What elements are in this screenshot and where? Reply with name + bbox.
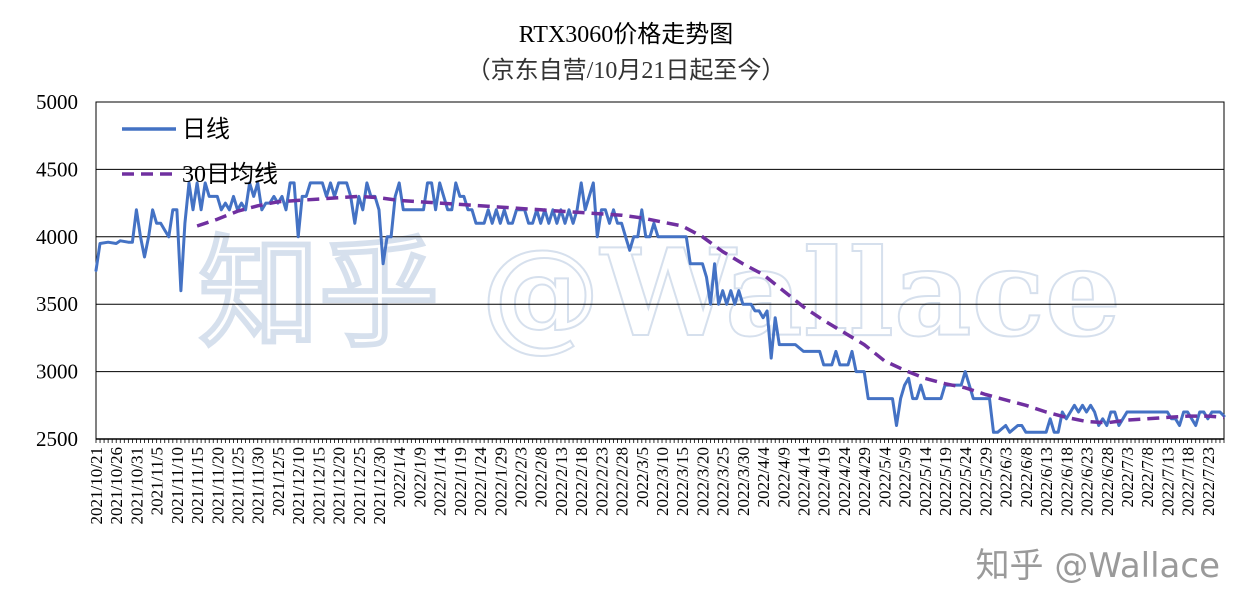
- x-tick-label: 2021/11/15: [188, 447, 207, 524]
- watermark-center: 知乎 @Wallace: [198, 222, 1122, 365]
- x-tick-label: 2021/12/15: [309, 447, 328, 524]
- x-tick-label: 2021/12/20: [330, 447, 349, 524]
- x-tick-label: 2021/11/30: [249, 447, 268, 524]
- x-tick-label: 2022/4/19: [815, 447, 834, 516]
- y-tick-label: 2500: [36, 427, 78, 451]
- x-tick-label: 2022/7/8: [1138, 447, 1157, 507]
- x-tick-label: 2022/6/18: [1057, 447, 1076, 516]
- x-tick-label: 2021/11/5: [148, 447, 167, 515]
- x-tick-label: 2022/1/14: [431, 447, 450, 516]
- y-tick-label: 4500: [36, 157, 78, 181]
- y-tick-label: 4000: [36, 225, 78, 249]
- x-tick-label: 2022/7/13: [1158, 447, 1177, 516]
- x-tick-label: 2022/6/3: [997, 447, 1016, 507]
- x-tick-label: 2022/4/14: [795, 447, 814, 516]
- x-axis: 2021/10/21 2021/10/26 2021/10/31 2021/11/5 2…: [87, 438, 1225, 524]
- x-tick-label: 2022/5/14: [916, 447, 935, 516]
- series-lines: [94, 181, 1226, 434]
- x-tick-label: 2022/5/24: [956, 447, 975, 516]
- x-tick-label: 2022/4/4: [754, 447, 773, 508]
- x-tick-label: 2022/5/19: [936, 447, 955, 516]
- x-tick-label: 2022/7/23: [1199, 447, 1218, 516]
- x-tick-label: 2022/3/20: [693, 447, 712, 516]
- x-tick-label: 2022/4/29: [855, 447, 874, 516]
- x-tick-label: 2021/10/21: [87, 447, 106, 524]
- x-tick-label: 2022/5/4: [875, 447, 894, 508]
- x-tick-label: 2022/3/30: [734, 447, 753, 516]
- watermark-corner: 知乎 @Wallace: [975, 546, 1220, 586]
- x-tick-label: 2021/11/25: [229, 447, 248, 524]
- x-tick-label: 2022/3/25: [714, 447, 733, 516]
- x-tick-label: 2021/10/26: [107, 447, 126, 524]
- x-tick-label: 2022/4/9: [774, 447, 793, 507]
- x-tick-label: 2022/6/28: [1098, 447, 1117, 516]
- y-axis-ticks: 2500 3000 3500 4000 4500 5000: [36, 90, 78, 451]
- chart-title: RTX3060价格走势图: [518, 22, 734, 48]
- x-tick-label: 2022/1/24: [471, 447, 490, 516]
- x-tick-label: 2022/2/13: [552, 447, 571, 516]
- x-tick-label: 2021/10/31: [127, 447, 146, 524]
- x-tick-label: 2022/7/18: [1179, 447, 1198, 516]
- chart-subtitle: （京东自营/10月21日起至今）: [466, 58, 786, 84]
- x-tick-label: 2022/2/18: [572, 447, 591, 516]
- x-tick-label: 2022/1/9: [410, 447, 429, 507]
- x-tick-label: 2021/12/30: [370, 447, 389, 524]
- legend: 日线 30日均线: [122, 116, 278, 188]
- x-tick-label: 2022/4/24: [835, 447, 854, 516]
- y-tick-label: 3500: [36, 292, 78, 316]
- x-tick-label: 2021/11/10: [168, 447, 187, 524]
- x-tick-label: 2021/12/5: [269, 447, 288, 516]
- y-tick-label: 5000: [36, 90, 78, 114]
- x-tick-label: 2022/7/3: [1118, 447, 1137, 507]
- x-tick-label: 2022/1/29: [491, 447, 510, 516]
- series-line-ma30: [196, 194, 1225, 425]
- x-tick-label: 2022/3/5: [633, 447, 652, 507]
- x-tick-label: 2021/12/10: [289, 447, 308, 524]
- x-tick-label: 2022/2/8: [532, 447, 551, 507]
- legend-label: 日线: [182, 116, 230, 143]
- x-tick-label: 2022/6/13: [1037, 447, 1056, 516]
- x-tick-label: 2022/3/10: [653, 447, 672, 516]
- x-tick-label: 2022/5/9: [896, 447, 915, 507]
- x-tick-label: 2022/1/4: [390, 447, 409, 508]
- x-tick-label: 2022/6/23: [1078, 447, 1097, 516]
- x-tick-label: 2022/6/8: [1017, 447, 1036, 507]
- x-tick-label: 2021/11/20: [208, 447, 227, 524]
- x-tick-label: 2021/12/25: [350, 447, 369, 524]
- y-tick-label: 3000: [36, 360, 78, 384]
- legend-label: 30日均线: [182, 161, 278, 188]
- x-tick-label: 2022/5/29: [976, 447, 995, 516]
- x-tick-label: 2022/3/15: [673, 447, 692, 516]
- x-tick-label: 2022/2/28: [613, 447, 632, 516]
- x-tick-label: 2022/2/3: [512, 447, 531, 507]
- x-tick-label: 2022/1/19: [451, 447, 470, 516]
- watermark-center-text: 知乎 @Wallace: [199, 223, 1121, 364]
- x-tick-label: 2022/2/23: [592, 447, 611, 516]
